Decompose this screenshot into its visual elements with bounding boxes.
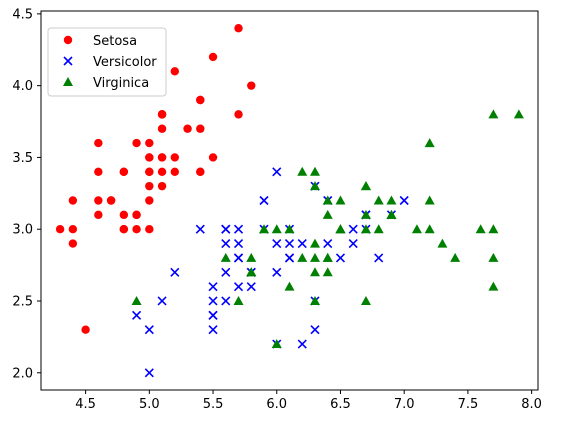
point-setosa (196, 96, 204, 104)
y-tick-label: 3.5 (12, 151, 33, 166)
point-setosa (145, 139, 153, 147)
x-tick-label: 4.5 (75, 397, 96, 412)
legend-label-versicolor: Versicolor (93, 55, 157, 70)
point-setosa (120, 225, 128, 233)
point-setosa (69, 239, 77, 247)
point-setosa (94, 139, 102, 147)
x-tick-label: 7.0 (394, 397, 415, 412)
point-setosa (94, 196, 102, 204)
legend-label-setosa: Setosa (93, 34, 137, 49)
legend: Setosa Versicolor Virginica (48, 28, 166, 96)
point-setosa (132, 211, 140, 219)
point-setosa (183, 125, 191, 133)
x-tick-label: 6.0 (266, 397, 287, 412)
point-setosa (247, 81, 255, 89)
point-setosa (69, 196, 77, 204)
y-tick-label: 4.0 (12, 79, 33, 94)
point-setosa (209, 153, 217, 161)
point-setosa (171, 153, 179, 161)
point-setosa (145, 225, 153, 233)
point-setosa (56, 225, 64, 233)
y-tick-label: 2.0 (12, 366, 33, 381)
point-setosa (158, 125, 166, 133)
y-tick-label: 4.5 (12, 7, 33, 22)
point-setosa (69, 225, 77, 233)
legend-label-virginica: Virginica (93, 76, 149, 91)
point-setosa (234, 24, 242, 32)
point-setosa (171, 67, 179, 75)
point-setosa (120, 211, 128, 219)
point-setosa (94, 168, 102, 176)
point-setosa (145, 182, 153, 190)
legend-marker-setosa (64, 36, 72, 44)
point-setosa (81, 326, 89, 334)
point-setosa (145, 196, 153, 204)
point-setosa (158, 168, 166, 176)
point-setosa (209, 53, 217, 61)
point-setosa (158, 153, 166, 161)
point-setosa (234, 110, 242, 118)
x-tick-label: 8.0 (521, 397, 542, 412)
x-tick-label: 5.0 (139, 397, 160, 412)
x-tick-label: 5.5 (203, 397, 224, 412)
point-setosa (145, 168, 153, 176)
x-tick-label: 6.5 (330, 397, 351, 412)
y-tick-label: 2.5 (12, 294, 33, 309)
point-setosa (196, 168, 204, 176)
point-setosa (196, 125, 204, 133)
point-setosa (107, 196, 115, 204)
point-setosa (158, 182, 166, 190)
point-setosa (171, 168, 179, 176)
x-tick-label: 7.5 (458, 397, 479, 412)
point-setosa (132, 225, 140, 233)
point-setosa (145, 153, 153, 161)
point-setosa (94, 211, 102, 219)
point-setosa (158, 110, 166, 118)
point-setosa (132, 139, 140, 147)
point-setosa (120, 168, 128, 176)
y-tick-label: 3.0 (12, 223, 33, 238)
